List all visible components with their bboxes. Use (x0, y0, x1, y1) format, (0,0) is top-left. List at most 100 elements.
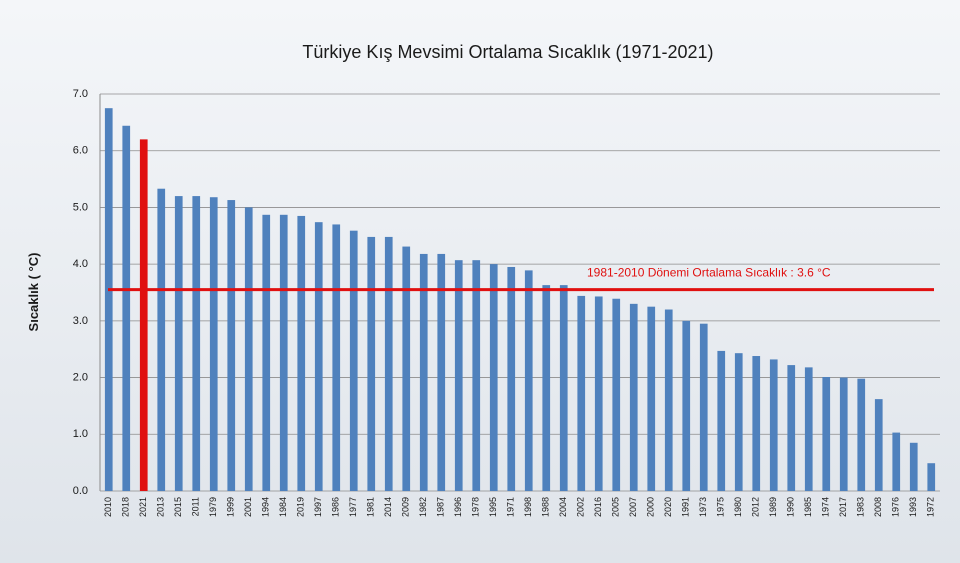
x-tick-label: 1998 (523, 497, 533, 517)
x-tick-label: 1990 (786, 497, 796, 517)
bar (839, 377, 848, 491)
x-tick-label: 1997 (313, 497, 323, 517)
bar (734, 353, 743, 491)
x-tick-label: 2020 (663, 497, 673, 517)
y-tick-label: 5.0 (73, 201, 88, 213)
bar (699, 323, 708, 491)
x-tick-label: 1986 (331, 497, 341, 517)
bar (594, 296, 603, 491)
bar (367, 236, 376, 491)
x-tick-label: 1995 (488, 497, 498, 517)
bar (489, 264, 498, 491)
bar (384, 236, 393, 491)
bar (787, 365, 796, 491)
bar (822, 377, 831, 491)
x-tick-label: 2009 (401, 497, 411, 517)
x-tick-label: 1993 (908, 497, 918, 517)
x-tick-label: 2010 (103, 497, 113, 517)
x-tick-label: 1994 (261, 497, 271, 517)
bar (192, 196, 201, 492)
x-tick-label: 2018 (121, 497, 131, 517)
bar (104, 108, 113, 491)
y-tick-label: 2.0 (73, 371, 88, 383)
y-tick-label: 7.0 (73, 88, 88, 100)
y-tick-label: 1.0 (73, 428, 88, 440)
x-tick-label: 1974 (821, 497, 831, 517)
x-tick-label: 2005 (611, 497, 621, 517)
bar (927, 463, 936, 491)
x-tick-label: 1972 (926, 497, 936, 517)
x-tick-label: 2013 (156, 497, 166, 517)
x-tick-label: 1991 (681, 497, 691, 517)
x-tick-label: 1987 (436, 497, 446, 517)
bar (349, 230, 358, 491)
bar (454, 260, 463, 491)
bar (314, 222, 323, 491)
x-tick-label: 2001 (243, 497, 253, 517)
bar (892, 432, 901, 491)
bar (332, 224, 341, 491)
x-tick-label: 2008 (873, 497, 883, 517)
y-tick-label: 6.0 (73, 145, 88, 157)
bar (139, 139, 148, 491)
x-tick-label: 1983 (856, 497, 866, 517)
x-tick-label: 1976 (891, 497, 901, 517)
bar (174, 196, 183, 492)
x-tick-label: 1971 (506, 497, 516, 517)
x-tick-label: 1978 (471, 497, 481, 517)
y-tick-label: 4.0 (73, 258, 88, 270)
bar (577, 295, 586, 491)
x-tick-label: 2011 (191, 497, 201, 516)
x-tick-label: 1977 (348, 497, 358, 517)
bar (244, 207, 253, 491)
x-tick-label: 1973 (698, 497, 708, 517)
x-tick-label: 1988 (541, 497, 551, 517)
x-tick-label: 1975 (716, 497, 726, 517)
x-tick-label: 2002 (576, 497, 586, 517)
x-tick-label: 2019 (296, 497, 306, 517)
bar (664, 309, 673, 491)
bar (402, 246, 411, 491)
bar (122, 125, 131, 491)
y-axis-label: Sıcaklık ( °C) (26, 253, 41, 332)
bar (804, 367, 813, 491)
bar (524, 270, 533, 491)
x-tick-label: 1982 (418, 497, 428, 517)
chart-title: Türkiye Kış Mevsimi Ortalama Sıcaklık (1… (302, 42, 713, 62)
bar (472, 260, 481, 491)
bar (157, 188, 166, 491)
bar (279, 214, 288, 491)
bar (227, 200, 236, 491)
bar (629, 303, 638, 491)
x-tick-label: 1985 (803, 497, 813, 517)
x-tick-label: 2004 (558, 497, 568, 517)
bar (542, 285, 551, 491)
bar (682, 320, 691, 491)
bar (769, 359, 778, 491)
x-tick-label: 2000 (646, 497, 656, 517)
bar (297, 215, 306, 491)
bar (752, 356, 761, 491)
bar (437, 253, 446, 491)
x-tick-label: 2016 (593, 497, 603, 517)
x-tick-label: 2014 (383, 497, 393, 517)
x-tick-label: 1984 (278, 497, 288, 517)
y-tick-label: 0.0 (73, 485, 88, 497)
x-tick-label: 1980 (733, 497, 743, 517)
x-tick-label: 1996 (453, 497, 463, 517)
bar (874, 399, 883, 491)
x-tick-label: 1999 (226, 497, 236, 517)
bar (209, 197, 218, 491)
bar (262, 214, 271, 491)
x-tick-label: 1979 (208, 497, 218, 517)
x-tick-label: 2012 (751, 497, 761, 517)
x-tick-label: 2017 (838, 497, 848, 517)
x-tick-label: 2007 (628, 497, 638, 517)
x-tick-label: 2015 (173, 497, 183, 517)
reference-label: 1981-2010 Dönemi Ortalama Sıcaklık : 3.6… (587, 266, 831, 280)
bar (717, 350, 726, 491)
bar (909, 442, 918, 491)
bar (419, 253, 428, 491)
bar (559, 285, 568, 491)
